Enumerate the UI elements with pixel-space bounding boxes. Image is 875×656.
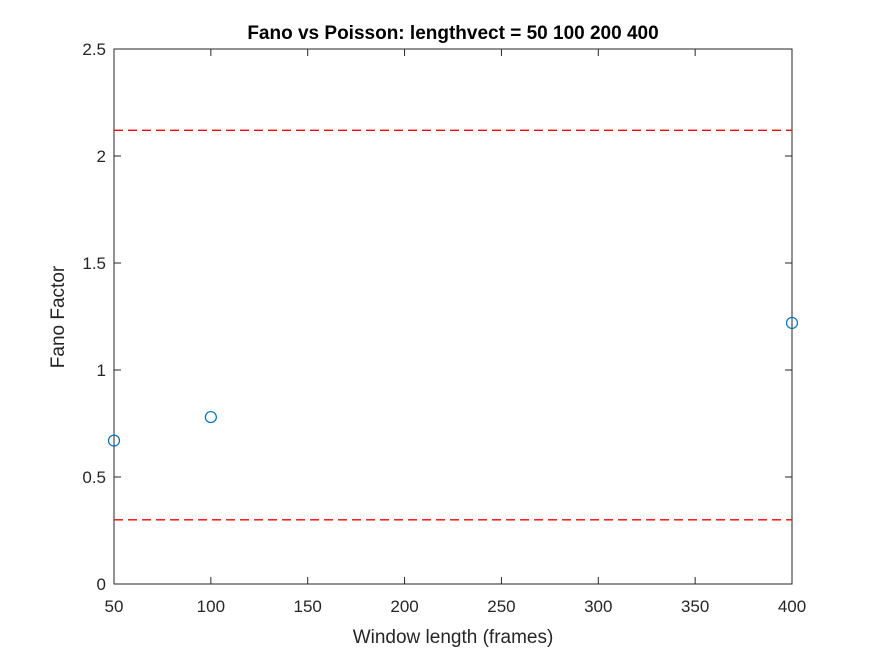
chart-title: Fano vs Poisson: lengthvect = 50 100 200… [247,23,658,44]
y-tick-label: 0.5 [82,468,106,487]
plot-axes [113,48,793,585]
data-points [107,316,799,447]
x-tick-label: 200 [390,597,418,616]
y-tick-label: 2 [97,147,106,166]
y-axis-label: Fano Factor [48,265,69,368]
y-tick-label: 0 [97,575,106,594]
x-tick-label: 150 [294,597,322,616]
x-axis-label: Window length (frames) [353,627,554,648]
data-point [785,316,799,330]
data-point [107,434,121,447]
x-tick-label: 250 [487,597,515,616]
y-tick-label: 2.5 [82,40,106,59]
tick-marks-and-labels: 50 100 150 200 250 300 350 400 0 0.5 1 1.5 2 2.5 [82,40,806,616]
data-point [204,410,217,424]
reference-lines [114,129,792,521]
y-tick-label: 1 [97,361,106,380]
plot-area-box [113,48,793,585]
y-tick-label: 1.5 [82,254,106,273]
x-tick-label: 300 [584,597,612,616]
x-tick-label: 350 [681,597,709,616]
x-tick-label: 100 [197,597,225,616]
x-tick-label: 400 [778,597,806,616]
x-tick-label: 50 [105,597,124,616]
